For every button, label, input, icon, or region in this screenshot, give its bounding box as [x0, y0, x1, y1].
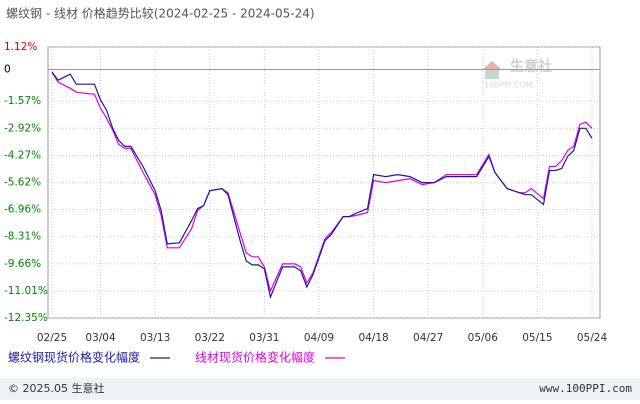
legend-label: 螺纹钢现货价格变化幅度 [8, 350, 140, 365]
footer-copyright: © 2025.05 生意社 [8, 381, 104, 395]
x-tick-label: 05/06 [468, 332, 499, 344]
y-tick-label: -9.66% [4, 258, 41, 270]
y-tick-label: -11.01% [4, 285, 48, 297]
chart-title: 螺纹钢 - 线材 价格趋势比较(2024-02-25 - 2024-05-24) [6, 6, 315, 21]
watermark-icon [485, 70, 499, 79]
y-tick-label: -2.92% [4, 122, 41, 134]
y-tick-label: -12.35% [4, 312, 48, 324]
footer-url: www.100PPI.com [539, 382, 632, 395]
footer-bar [0, 378, 640, 400]
y-tick-label: -5.62% [4, 177, 41, 189]
legend-label: 线材现货价格变化幅度 [195, 350, 315, 365]
watermark-name: 生意社 [510, 58, 552, 75]
series-line [51, 71, 593, 293]
x-tick-label: 04/18 [358, 332, 388, 344]
x-tick-label: 03/04 [85, 332, 116, 344]
y-tick-label: 1.12% [4, 41, 37, 53]
y-tick-label: -1.57% [4, 95, 41, 107]
x-tick-label: 05/24 [577, 332, 608, 344]
x-tick-label: 03/31 [249, 332, 279, 344]
watermark-icon [482, 61, 502, 70]
watermark: 生意社 100PPI.COM [482, 58, 552, 90]
y-tick-label: 0 [4, 64, 11, 76]
x-tick-label: 02/25 [37, 332, 67, 344]
watermark-site: 100PPI.COM [484, 81, 533, 90]
y-tick-label: -8.31% [4, 231, 41, 243]
x-tick-label: 03/22 [195, 332, 225, 344]
x-tick-label: 03/13 [140, 332, 170, 344]
series-line [51, 71, 593, 300]
x-tick-label: 05/15 [522, 332, 552, 344]
x-tick-label: 04/09 [304, 332, 334, 344]
y-tick-label: -6.96% [4, 204, 41, 216]
x-tick-label: 04/27 [413, 332, 443, 344]
y-tick-label: -4.27% [4, 149, 41, 161]
